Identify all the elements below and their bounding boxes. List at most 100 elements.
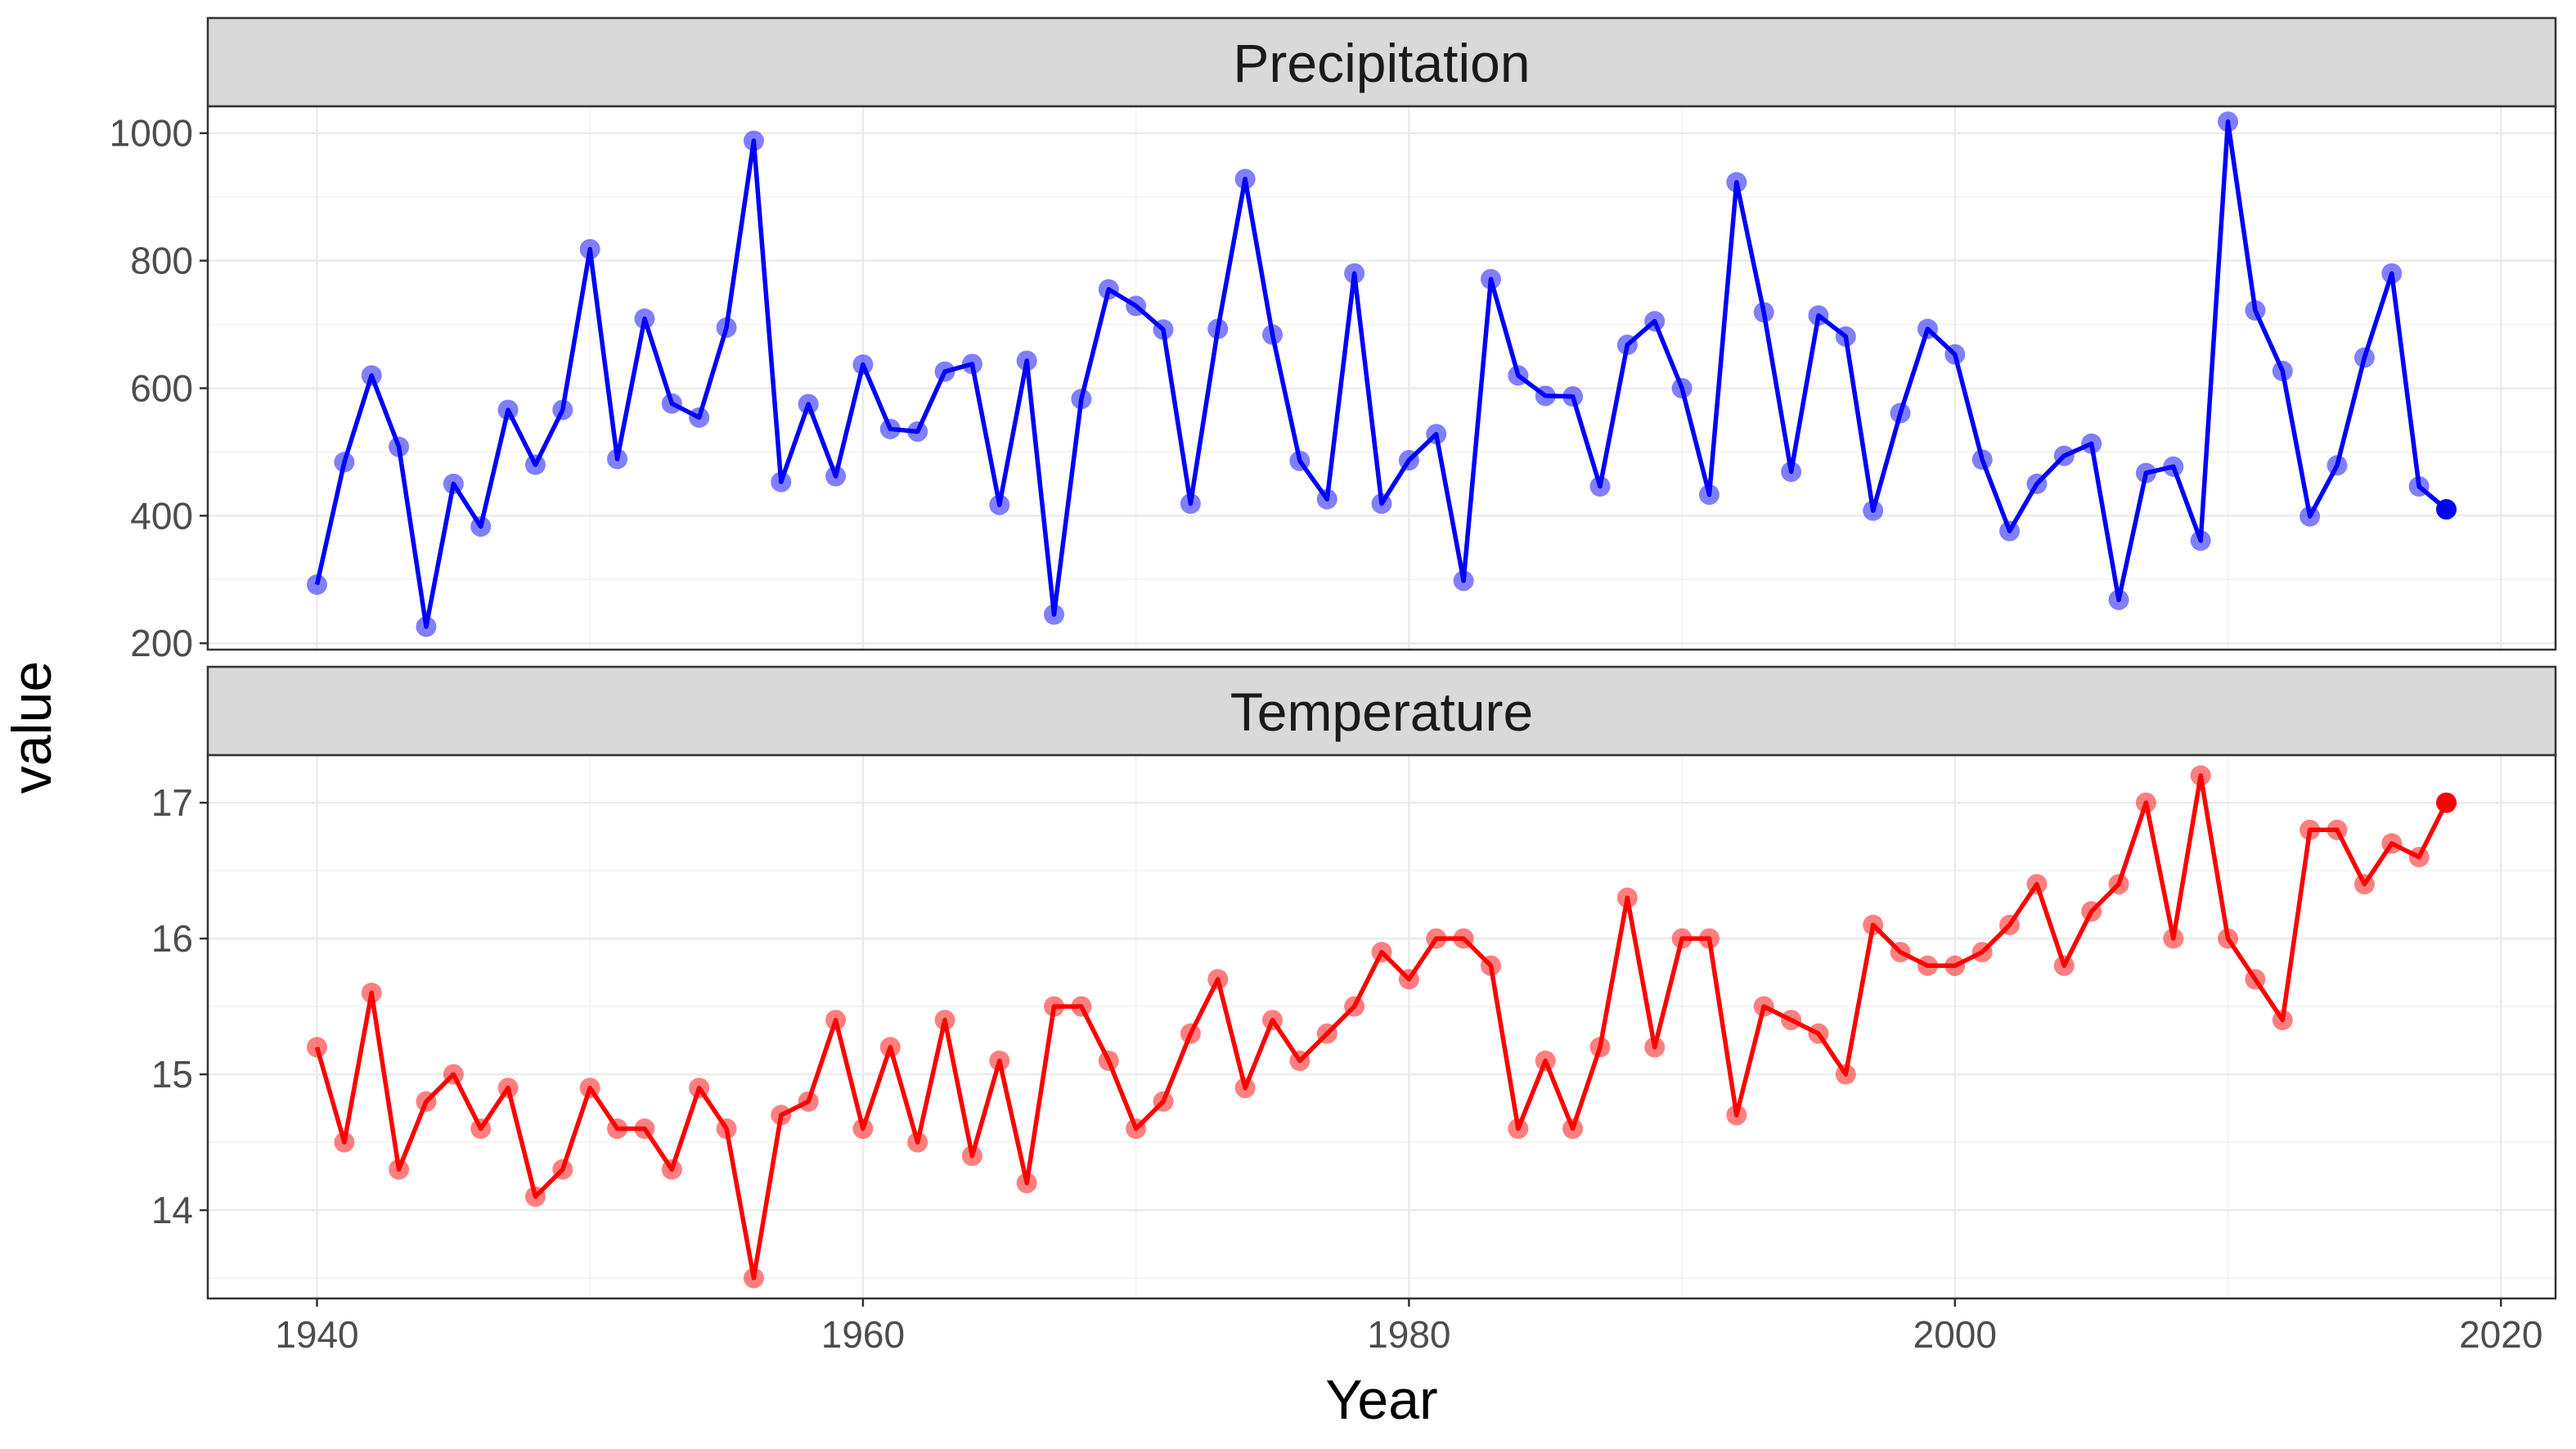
precipitation-point: [716, 317, 737, 338]
precipitation-y-tick-label: 400: [130, 494, 193, 537]
precipitation-point: [1890, 403, 1911, 424]
precipitation-point: [2353, 347, 2375, 368]
precipitation-point: [1126, 295, 1147, 317]
temperature-point: [2190, 765, 2211, 786]
temperature-point: [2326, 819, 2348, 840]
precipitation-point: [934, 361, 955, 382]
precipitation-point: [2081, 433, 2102, 454]
precipitation-point: [1044, 604, 1065, 625]
precipitation-point: [1426, 424, 1447, 445]
precipitation-series: [306, 111, 2457, 637]
precipitation-point: [1835, 326, 1856, 347]
temperature-point: [1535, 1051, 1556, 1071]
precipitation-point: [1753, 302, 1774, 323]
precipitation-point: [961, 353, 982, 375]
temperature-point: [1589, 1037, 1611, 1058]
precipitation-point: [1944, 344, 1966, 365]
temperature-point: [552, 1159, 573, 1180]
temperature-point: [1289, 1051, 1310, 1071]
precipitation-panel-border: [206, 105, 2557, 651]
precipitation-point: [552, 399, 573, 421]
precipitation-point: [607, 448, 628, 470]
temperature-point: [961, 1145, 982, 1167]
y-axis-title: value: [1, 661, 63, 794]
precipitation-point: [2163, 456, 2184, 477]
temperature-point: [1207, 969, 1229, 990]
temperature-point: [2026, 874, 2048, 895]
x-tick-label: 2000: [1913, 1313, 1997, 1356]
temperature-point: [2053, 955, 2075, 976]
temperature-point: [1562, 1118, 1584, 1139]
precipitation-point: [524, 454, 546, 475]
x-tick-label: 1940: [275, 1313, 358, 1356]
precipitation-point: [497, 399, 519, 421]
precipitation-point: [2245, 299, 2266, 321]
temperature-point: [1071, 996, 1092, 1017]
temperature-point: [1644, 1037, 1666, 1058]
temperature-point: [1453, 928, 1474, 949]
precipitation-y-tick-label: 1000: [110, 112, 193, 155]
precipitation-y-axis: 200 400 600 800 1000: [110, 112, 208, 664]
precipitation-point: [771, 471, 792, 493]
precipitation-point: [1971, 449, 1993, 470]
precipitation-point: [2053, 445, 2075, 466]
precipitation-point: [1863, 500, 1884, 521]
temperature-point: [1808, 1023, 1829, 1044]
temperature-point: [1153, 1091, 1174, 1112]
temperature-point: [1016, 1172, 1037, 1194]
temperature-point: [2300, 819, 2321, 840]
precipitation-point: [1808, 305, 1829, 326]
precipitation-point: [389, 436, 410, 457]
precipitation-point: [1371, 493, 1392, 515]
temperature-point: [1944, 955, 1966, 976]
precipitation-point: [2135, 462, 2156, 484]
temperature-point: [1726, 1105, 1747, 1126]
precipitation-point: [470, 516, 492, 538]
precipitation-point: [1344, 263, 1365, 284]
temperature-point: [1371, 942, 1392, 963]
precipitation-point: [1071, 389, 1092, 410]
precipitation-point: [852, 354, 874, 376]
precipitation-point: [825, 466, 847, 487]
temperature-point: [1616, 887, 1638, 908]
temperature-y-tick-label: 17: [151, 781, 193, 824]
temperature-point: [579, 1078, 600, 1099]
temperature-strip: [206, 665, 2557, 757]
temperature-point: [771, 1105, 792, 1126]
precipitation-point: [1234, 169, 1256, 190]
precipitation-point: [1262, 324, 1284, 345]
precipitation-point: [1917, 318, 1938, 340]
precipitation-point: [2326, 455, 2348, 476]
temperature-y-tick-label: 16: [151, 917, 193, 960]
temperature-point: [1835, 1064, 1856, 1085]
precipitation-point: [2190, 530, 2211, 551]
precipitation-point: [1562, 386, 1584, 407]
precipitation-point: [689, 407, 710, 428]
temperature-strip-label: Temperature: [1230, 682, 1534, 742]
precipitation-point: [1726, 172, 1747, 193]
precipitation-gridlines: [208, 106, 2556, 650]
temperature-point: [443, 1064, 464, 1085]
x-tick-label: 1960: [821, 1313, 905, 1356]
temperature-point: [361, 983, 382, 1003]
temperature-point: [934, 1010, 955, 1031]
temperature-point: [497, 1078, 519, 1099]
temperature-series: [306, 765, 2457, 1289]
temperature-gridlines: [208, 755, 2556, 1298]
temperature-point: [852, 1118, 874, 1139]
temperature-point: [1316, 1023, 1337, 1044]
precipitation-point: [2108, 589, 2129, 610]
temperature-point: [2245, 969, 2266, 990]
precipitation-point: [2436, 499, 2457, 520]
precipitation-strip-label: Precipitation: [1233, 33, 1530, 93]
precipitation-point: [306, 574, 327, 596]
temperature-point: [2272, 1010, 2293, 1031]
precipitation-point: [1644, 311, 1666, 332]
temperature-point: [879, 1037, 901, 1058]
precipitation-point: [1999, 520, 2021, 542]
precipitation-point: [1589, 475, 1611, 497]
precipitation-y-tick-label: 200: [130, 622, 193, 664]
temperature-point: [1426, 928, 1447, 949]
precipitation-point: [634, 308, 655, 330]
